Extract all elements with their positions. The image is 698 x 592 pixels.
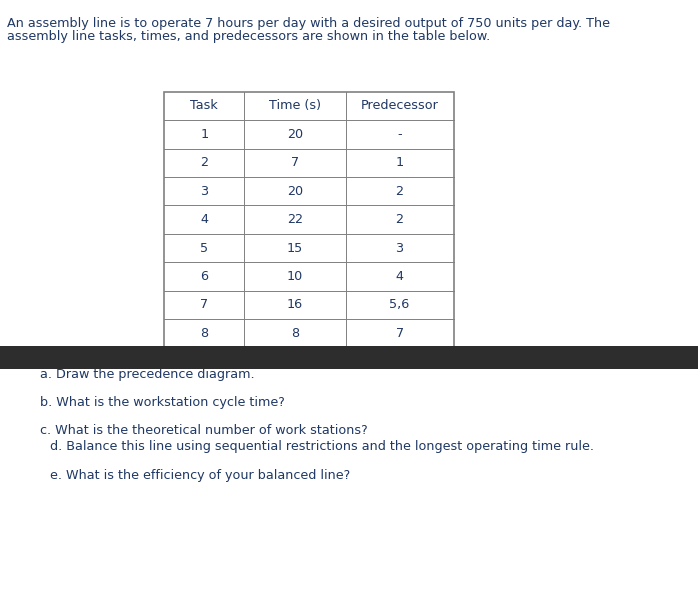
Text: 5,6: 5,6 [389,298,410,311]
Text: a. Draw the precedence diagram.: a. Draw the precedence diagram. [40,368,254,381]
Text: c. What is the theoretical number of work stations?: c. What is the theoretical number of wor… [40,424,368,437]
Text: 10: 10 [287,270,303,283]
Text: 6: 6 [200,270,208,283]
Text: 5: 5 [200,242,208,255]
Text: 7: 7 [291,156,299,169]
Text: Predecessor: Predecessor [361,99,438,112]
Text: 8: 8 [291,327,299,340]
Text: 22: 22 [287,213,303,226]
Text: 2: 2 [200,156,208,169]
Text: An assembly line is to operate 7 hours per day with a desired output of 750 unit: An assembly line is to operate 7 hours p… [7,17,610,30]
Text: Task: Task [191,99,218,112]
Text: 20: 20 [287,128,303,141]
Text: d. Balance this line using sequential restrictions and the longest operating tim: d. Balance this line using sequential re… [50,440,594,453]
Text: 1: 1 [200,128,208,141]
Text: 3: 3 [396,242,403,255]
Text: Time (s): Time (s) [269,99,321,112]
Text: 16: 16 [287,298,303,311]
Text: 1: 1 [396,156,403,169]
Text: 4: 4 [396,270,403,283]
Text: 4: 4 [200,213,208,226]
Text: 7: 7 [396,327,403,340]
Text: e. What is the efficiency of your balanced line?: e. What is the efficiency of your balanc… [50,469,350,482]
Text: assembly line tasks, times, and predecessors are shown in the table below.: assembly line tasks, times, and predeces… [7,30,490,43]
Text: b. What is the workstation cycle time?: b. What is the workstation cycle time? [40,396,285,409]
Text: -: - [397,128,402,141]
Text: 8: 8 [200,327,208,340]
Text: 2: 2 [396,213,403,226]
Text: 3: 3 [200,185,208,198]
Text: 7: 7 [200,298,208,311]
Text: 20: 20 [287,185,303,198]
Text: 15: 15 [287,242,303,255]
Text: 2: 2 [396,185,403,198]
